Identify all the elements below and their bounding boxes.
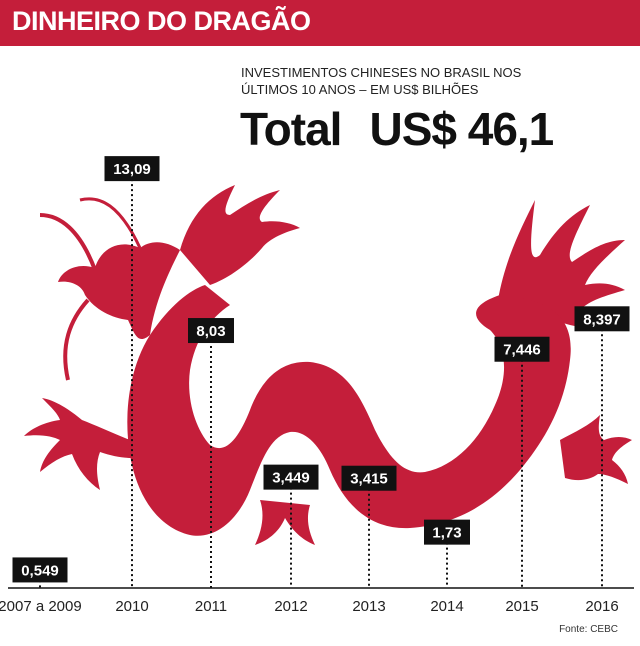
- value-box-0: [12, 557, 68, 583]
- chart-marks: 0,549 2007 a 2009 13,09 2010 8,03 2011 3,449 20…: [0, 156, 634, 615]
- total-amount: US$ 46,1: [369, 103, 554, 155]
- data-label-7: 8,397: [583, 311, 621, 328]
- source-note: Fonte: CEBC: [559, 624, 618, 635]
- data-label-0: 0,549: [21, 562, 59, 579]
- category-label-6: 2015: [505, 598, 538, 615]
- data-label-4: 3,415: [350, 471, 388, 488]
- category-label-2: 2011: [195, 598, 227, 615]
- category-label-7: 2016: [585, 598, 618, 615]
- value-box-3: [263, 464, 319, 490]
- value-box-4: [341, 465, 397, 491]
- data-label-1: 13,09: [113, 161, 151, 178]
- data-label-6: 7,446: [503, 342, 541, 359]
- value-box-6: [494, 336, 550, 362]
- value-box-7: [574, 306, 630, 332]
- value-box-5: [424, 519, 470, 545]
- category-label-5: 2014: [430, 598, 463, 615]
- category-label-0: 2007 a 2009: [0, 598, 82, 615]
- category-label-4: 2013: [352, 598, 385, 615]
- header-bar: DINHEIRO DO DRAGÃO: [0, 0, 640, 46]
- total-label: Total: [240, 103, 342, 155]
- category-label-3: 2012: [274, 598, 307, 615]
- chart-subtitle: INVESTIMENTOS CHINESES NO BRASIL NOS ÚLT…: [241, 65, 522, 97]
- data-label-3: 3,449: [272, 470, 310, 487]
- dragon-illustration: [24, 185, 632, 545]
- value-box-1: [104, 156, 160, 182]
- page-title: DINHEIRO DO DRAGÃO: [12, 6, 311, 36]
- category-label-1: 2010: [115, 598, 148, 615]
- total-value: Total US$ 46,1: [240, 102, 554, 156]
- data-label-2: 8,03: [196, 323, 225, 340]
- value-box-2: [188, 318, 234, 344]
- data-label-5: 1,73: [432, 525, 461, 542]
